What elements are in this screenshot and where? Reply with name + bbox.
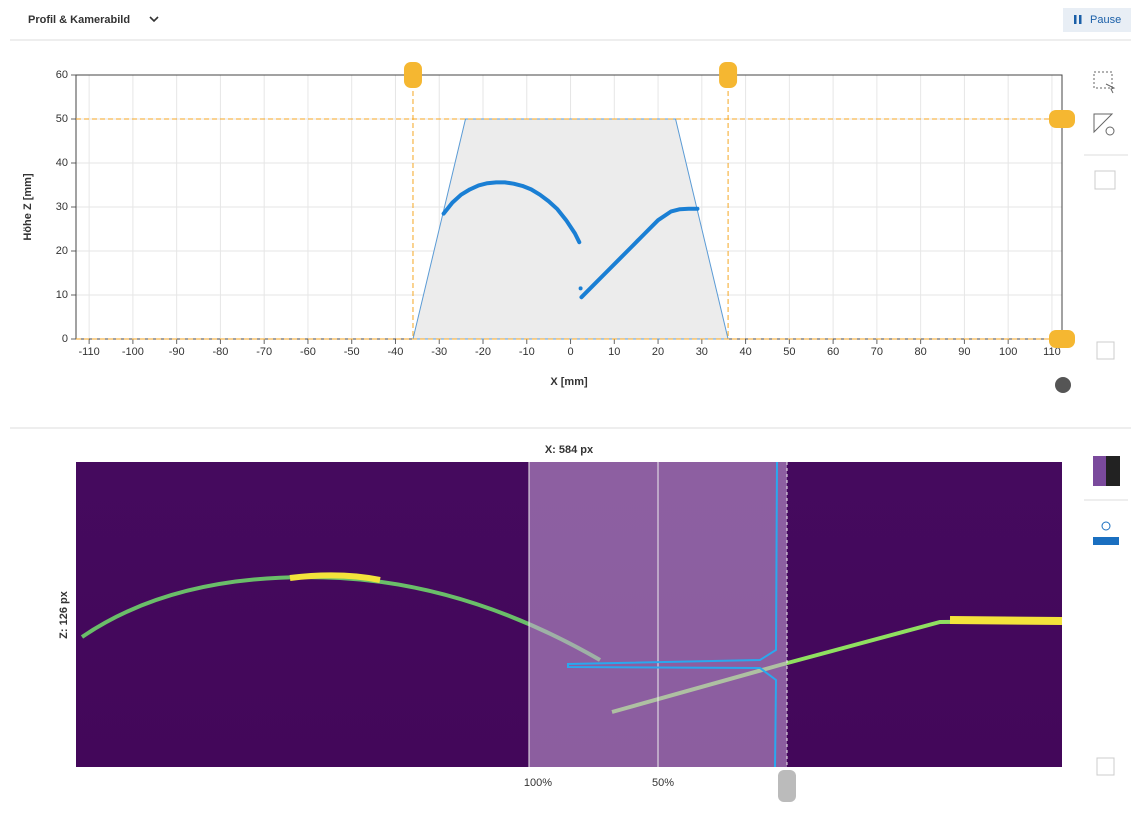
laser-highlight [289,572,381,583]
x-tick-label: -110 [79,346,100,358]
camera-image [76,461,1063,802]
colormap-icon [1106,456,1120,486]
profile-line [441,180,582,245]
exposure-icon [1101,521,1111,531]
x-tick-label: 80 [915,346,927,358]
x-tick-label: 10 [608,346,620,358]
x-limit-handle[interactable] [719,62,738,88]
exposure-button[interactable] [1093,537,1119,545]
title: Profil & Kamerabild [28,14,130,26]
x-tick-label: 0 [567,346,573,358]
x-tick-label: -10 [519,346,535,358]
x-tick-label: -80 [212,346,228,358]
x-tick-label: 30 [696,346,708,358]
slider-handle[interactable] [778,770,796,802]
dropdown[interactable] [149,16,159,23]
x-tick-label: -50 [344,346,360,358]
x-tick-label: -20 [475,346,491,358]
x-tick-label: -30 [431,346,447,358]
x-tick-label: 70 [871,346,883,358]
x-tick-label: -90 [169,346,185,358]
pause-icon [1074,15,1077,24]
save-button[interactable] [1096,341,1115,360]
y-tick-label: 50 [56,113,68,125]
z-limit-handle[interactable] [1049,330,1075,348]
fit-tool[interactable] [1094,170,1116,190]
camera-x-label: X: 584 px [545,444,594,456]
y-tick-label: 10 [56,289,68,301]
x-tick-label: -70 [256,346,272,358]
x-tick-label: 110 [1043,346,1061,358]
cursor [1105,83,1116,94]
select-tool[interactable] [1093,71,1113,89]
x-tick-label: 50 [783,346,795,358]
x-tick-label: 20 [652,346,664,358]
x-axis-label: X [mm] [550,376,588,388]
x-tick-label: -40 [388,346,404,358]
pause-label: Pause [1090,14,1121,26]
y-axis-label: Höhe Z [mm] [22,173,34,241]
y-tick-label: 0 [62,333,68,345]
x-tick-label: 40 [739,346,751,358]
measure-tool[interactable] [1093,113,1114,134]
camera-z-label: Z: 126 px [58,590,70,639]
scale-label: 100% [524,777,552,789]
measure-icon [1105,126,1115,136]
scale-label: 50% [652,777,674,789]
x-tick-label: 100 [999,346,1017,358]
save-button[interactable] [1096,757,1115,776]
x-tick-label: -100 [122,346,144,358]
pause-icon [1079,15,1082,24]
z-limit-handle[interactable] [1049,110,1075,128]
x-tick-label: 60 [827,346,839,358]
y-tick-label: 60 [56,69,68,81]
intensity-profile [567,461,778,768]
x-tick-label: 90 [958,346,970,358]
y-tick-label: 20 [56,245,68,257]
profile-line [579,206,700,300]
x-tick-label: -60 [300,346,316,358]
y-tick-label: 30 [56,201,68,213]
laser-highlight [949,616,1063,625]
toolbar [1055,71,1128,776]
x-limit-handle[interactable] [403,62,422,88]
info-icon[interactable] [1055,377,1071,393]
profile-point [578,286,583,291]
y-tick-label: 40 [56,157,68,169]
